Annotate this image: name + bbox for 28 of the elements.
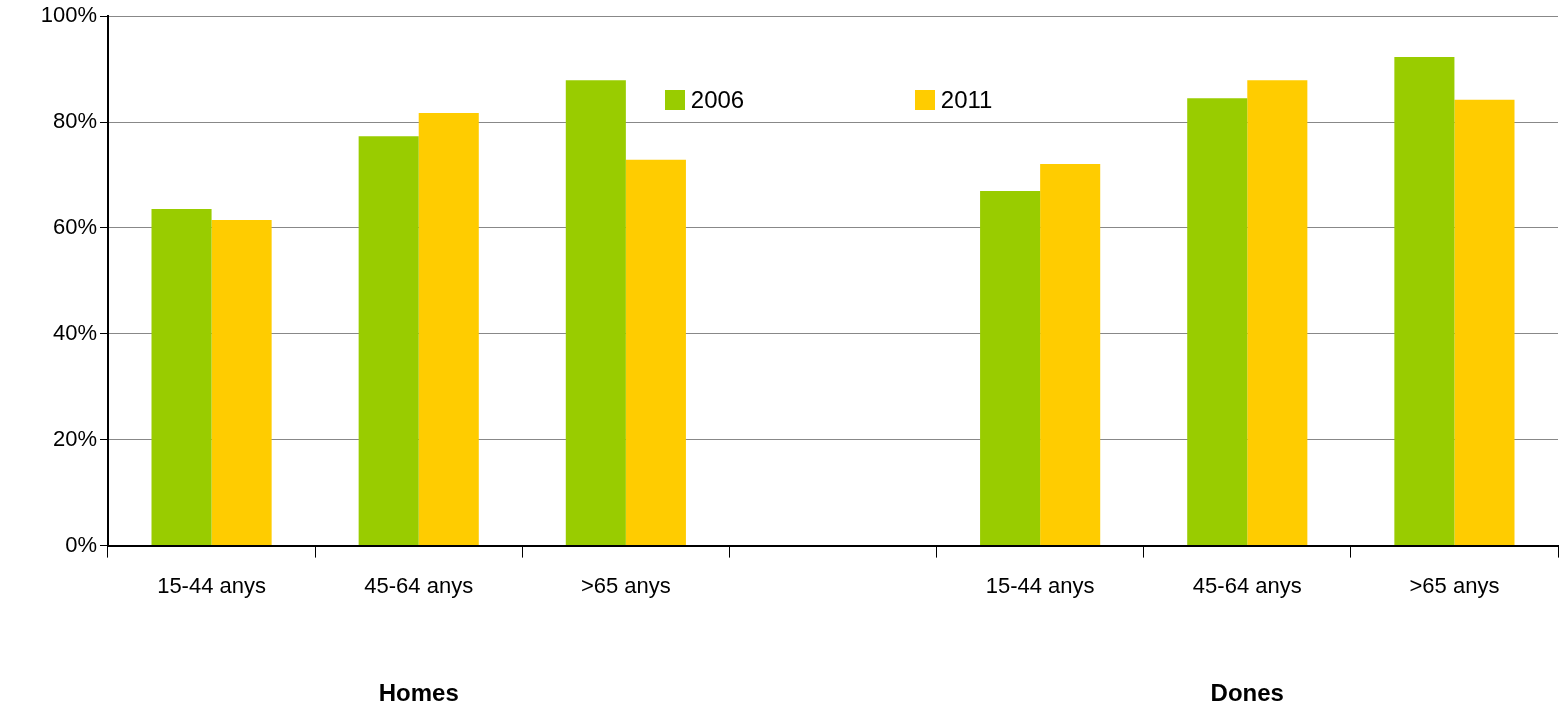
legend-label: 2011 [940, 86, 993, 115]
bar [1187, 98, 1248, 546]
text: Homes [378, 678, 459, 706]
bar [625, 159, 686, 546]
x-tick-label: 15-44 anys [157, 572, 266, 598]
bar [980, 190, 1041, 546]
bar [1394, 56, 1455, 546]
y-tick-label: 80% [52, 108, 97, 134]
bar [1247, 80, 1308, 546]
bar [418, 113, 479, 546]
x-tick-label: 45-64 anys [364, 572, 474, 598]
x-tick-label: 15-44 anys [985, 572, 1095, 598]
bar [565, 80, 626, 546]
text: Dones [1210, 678, 1284, 706]
bar [358, 136, 419, 546]
x-tick-label: >65 anys [1409, 572, 1500, 598]
bar [151, 208, 212, 546]
y-tick-label: 100% [40, 2, 97, 28]
x-tick-label: >65 anys [580, 572, 671, 598]
y-tick-label: 40% [52, 319, 97, 345]
x-tick-label: 45-64 anys [1192, 572, 1302, 598]
bar [1040, 163, 1101, 546]
bar [1454, 99, 1515, 546]
y-tick-label: 60% [52, 214, 97, 240]
y-tick-label: 20% [52, 425, 97, 451]
bar [211, 220, 272, 546]
legend-label: 2006 [690, 86, 745, 115]
y-tick-label: 0% [65, 531, 97, 557]
